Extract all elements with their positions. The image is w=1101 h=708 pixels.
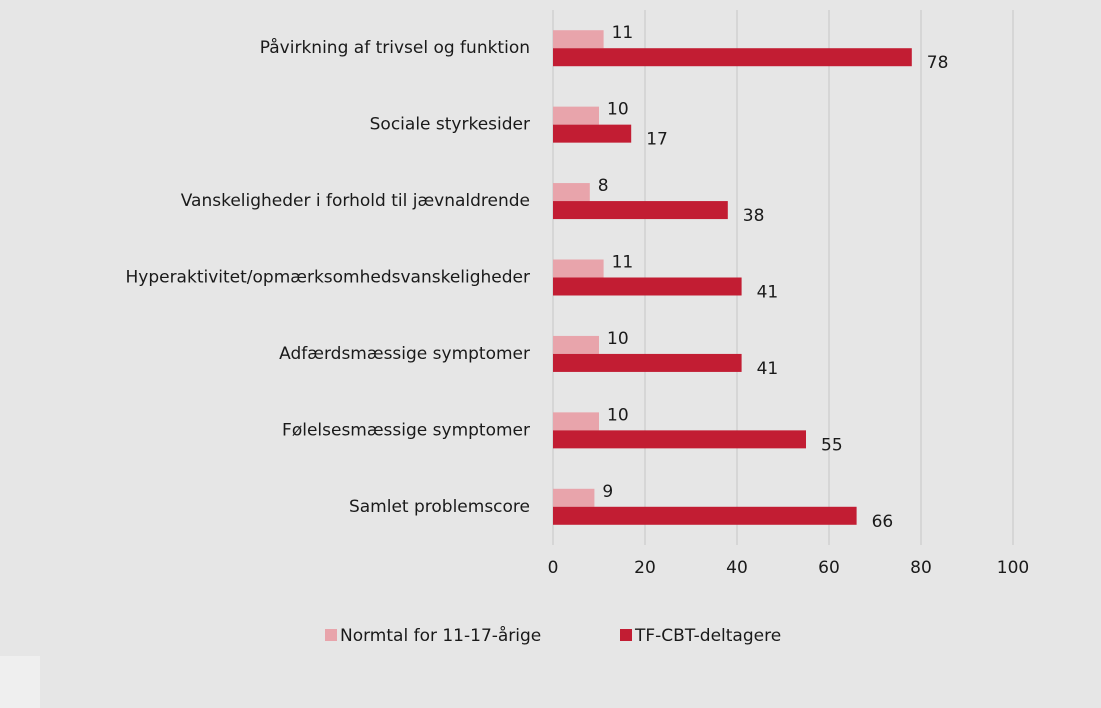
bar — [553, 506, 857, 525]
value-label: 11 — [612, 23, 634, 43]
bar — [553, 353, 742, 372]
value-label: 66 — [872, 512, 894, 532]
value-label: 41 — [757, 283, 779, 303]
value-label: 10 — [607, 405, 629, 425]
bar — [553, 201, 728, 220]
bar — [553, 106, 599, 125]
bar — [553, 48, 912, 67]
legend-label: TF-CBT-deltagere — [634, 626, 781, 646]
x-tick-label: 60 — [818, 558, 840, 578]
value-label: 41 — [757, 359, 779, 379]
value-label: 8 — [598, 176, 609, 196]
value-label: 17 — [646, 130, 668, 150]
y-tick-label: Påvirkning af trivsel og funktion — [260, 37, 530, 58]
value-label: 10 — [607, 329, 629, 349]
x-tick-label: 100 — [997, 558, 1029, 578]
legend-swatch — [620, 629, 632, 641]
x-tick-label: 0 — [548, 558, 559, 578]
bar — [553, 430, 806, 449]
bar — [553, 124, 632, 143]
bar — [553, 277, 742, 296]
bar — [553, 183, 590, 202]
bar — [553, 412, 599, 431]
legend-swatch — [325, 629, 337, 641]
bar — [553, 335, 599, 354]
legend-label: Normtal for 11-17-årige — [340, 625, 541, 646]
x-tick-label: 80 — [910, 558, 932, 578]
x-tick-label: 20 — [634, 558, 656, 578]
y-tick-label: Vanskeligheder i forhold til jævnaldrend… — [181, 191, 530, 211]
value-label: 9 — [602, 482, 613, 502]
y-tick-label: Adfærdsmæssige symptomer — [279, 344, 530, 364]
bar — [553, 259, 604, 278]
y-tick-label: Hyperaktivitet/opmærksomhedsvanskelighed… — [125, 268, 530, 288]
bar — [553, 30, 604, 49]
y-tick-label: Samlet problemscore — [349, 497, 530, 517]
corner-panel — [0, 656, 40, 708]
bar — [553, 488, 595, 507]
value-label: 78 — [927, 53, 949, 73]
y-tick-label: Følelsesmæssige symptomer — [282, 420, 530, 440]
value-label: 38 — [743, 206, 765, 226]
y-tick-label: Sociale styrkesider — [370, 115, 530, 135]
x-tick-label: 40 — [726, 558, 748, 578]
value-label: 55 — [821, 435, 843, 455]
value-label: 10 — [607, 100, 629, 120]
value-label: 11 — [612, 253, 634, 273]
